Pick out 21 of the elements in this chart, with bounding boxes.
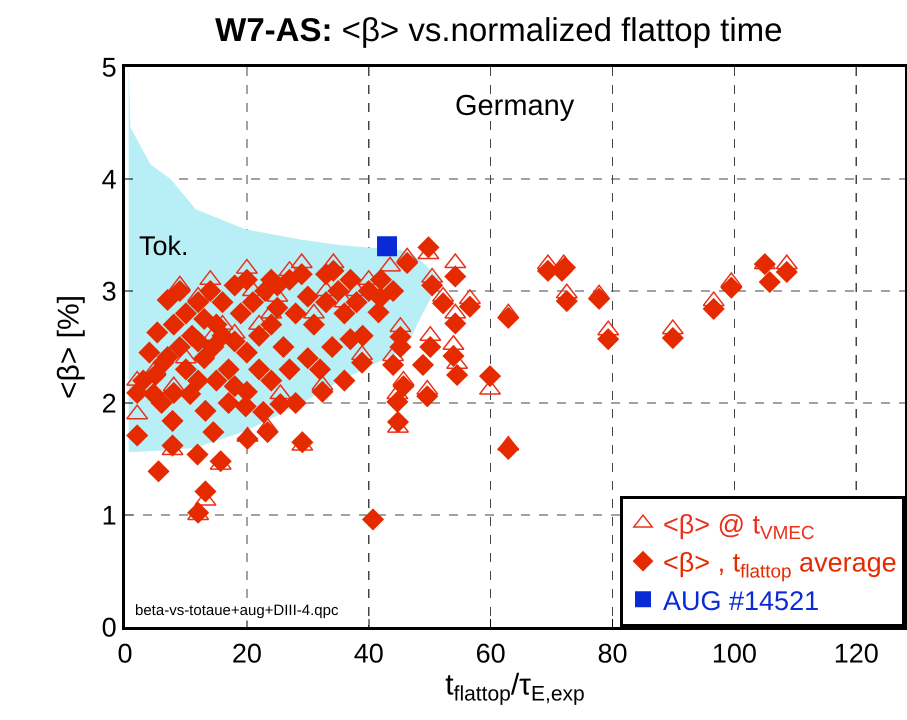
legend-label: AUG #14521 xyxy=(663,586,820,616)
annotation: Germany xyxy=(455,90,575,122)
y-tick-label: 5 xyxy=(102,52,117,82)
x-tick-label: 120 xyxy=(834,638,879,668)
x-tick-label: 80 xyxy=(597,638,628,668)
x-axis-title: t$_{flattop}$/τ$_{E,exp}$ xyxy=(445,668,585,706)
y-tick-label: 4 xyxy=(102,164,117,194)
y-tick-label: 1 xyxy=(102,500,117,530)
annotation: Tok. xyxy=(139,231,189,261)
x-tick-label: 60 xyxy=(476,638,506,668)
x-tick-label: 40 xyxy=(354,638,384,668)
x-tick-label: 100 xyxy=(712,638,757,668)
y-tick-label: 3 xyxy=(102,276,117,306)
y-axis-title: <β> [%] xyxy=(52,295,86,399)
y-tick-label: 2 xyxy=(102,388,117,418)
legend-label: <β> , t$_{flattop}$ average xyxy=(663,548,897,582)
annotation: beta-vs-totaue+aug+DIII-4.qpc xyxy=(135,602,339,619)
x-tick-label: 20 xyxy=(232,638,262,668)
chart-title: W7-AS: <β> vs.normalized flattop time xyxy=(215,11,783,48)
y-tick-label: 0 xyxy=(102,612,117,642)
legend-label: <β> @ t$_{VMEC}$ xyxy=(663,510,815,544)
